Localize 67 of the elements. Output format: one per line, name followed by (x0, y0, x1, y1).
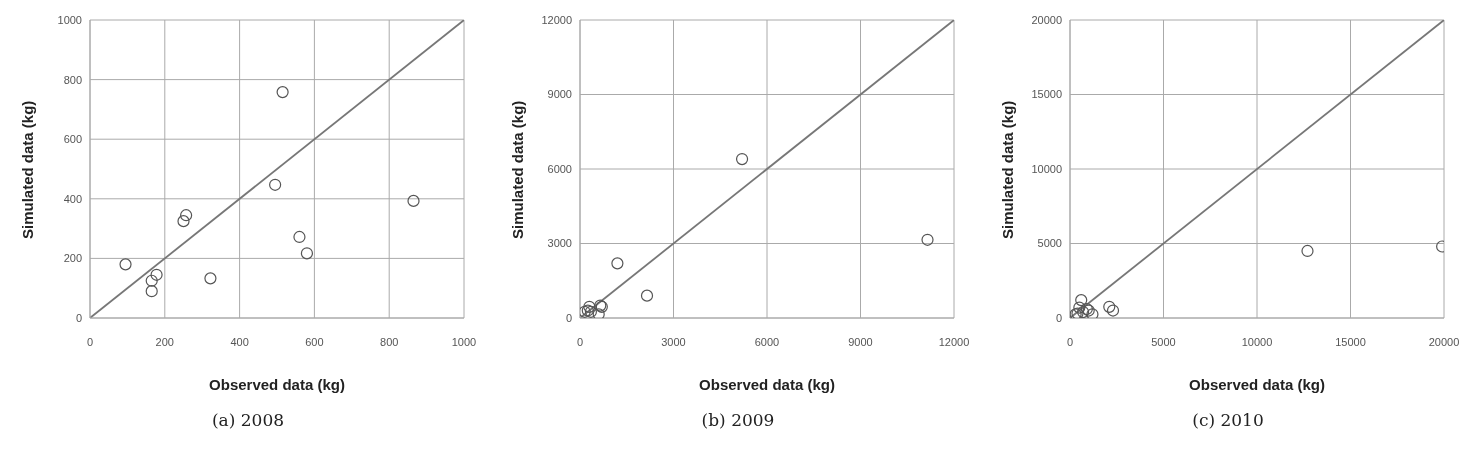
y-axis-title: Simulated data (kg) (509, 100, 527, 239)
x-axis-title: Observed data (kg) (1189, 376, 1325, 393)
x-tick-label: 0 (576, 335, 584, 348)
y-tick-label: 5000 (1037, 237, 1062, 250)
point (300, 247, 314, 260)
y-tick-label: 800 (63, 73, 82, 86)
point (583, 300, 596, 313)
point (276, 86, 289, 99)
y-tick-label: 400 (63, 192, 82, 205)
text: (b) 2009 (700, 410, 776, 430)
point (293, 230, 306, 244)
point (1073, 301, 1086, 314)
y-tick-label: 0 (75, 311, 82, 324)
point (1106, 304, 1120, 317)
point (611, 257, 624, 270)
x-tick-label: 600 (305, 335, 324, 348)
y-tick-label: 600 (63, 133, 82, 146)
x-tick-label: 20000 (1428, 335, 1460, 348)
text: (a) 2008 (210, 410, 286, 430)
point (921, 233, 934, 246)
point (640, 289, 654, 302)
y-tick-label: 0 (565, 311, 572, 324)
y-tick-label: 12000 (541, 13, 572, 26)
y-tick-label: 200 (63, 252, 82, 265)
point (1076, 305, 1090, 318)
point (145, 274, 158, 287)
x-tick-label: 10000 (1241, 335, 1273, 348)
y-axis-title: Simulated data (kg) (999, 100, 1017, 239)
x-tick-label: 9000 (848, 335, 873, 348)
y-tick-label: 3000 (547, 237, 572, 250)
y-axis-title: Simulated data (kg) (19, 100, 37, 239)
y-tick-label: 1000 (57, 13, 82, 26)
point (735, 152, 749, 166)
point (269, 178, 282, 191)
point (145, 285, 158, 298)
y-tick-label: 6000 (547, 162, 572, 175)
y-tick-label: 0 (1055, 311, 1062, 324)
x-tick-label: 1000 (451, 335, 477, 348)
x-axis-title: Observed data (kg) (209, 376, 345, 393)
point (1075, 294, 1088, 307)
x-tick-label: 0 (1066, 335, 1074, 348)
x-tick-label: 400 (230, 335, 249, 348)
point (177, 215, 190, 228)
point (180, 209, 193, 222)
point (1086, 308, 1099, 318)
y-tick-label: 20000 (1031, 13, 1062, 26)
point (1103, 300, 1116, 313)
text: (c) 2010 (1191, 410, 1265, 430)
point (150, 268, 163, 281)
x-tick-label: 15000 (1335, 335, 1366, 348)
x-tick-label: 12000 (938, 335, 970, 348)
y-tick-label: 15000 (1031, 88, 1062, 101)
x-tick-label: 200 (155, 335, 174, 348)
x-tick-label: 0 (86, 335, 94, 348)
point (407, 194, 420, 207)
x-axis-title: Observed data (kg) (699, 376, 835, 393)
point (584, 305, 598, 318)
x-tick-label: 5000 (1151, 335, 1176, 348)
y-tick-label: 9000 (547, 88, 572, 101)
point (204, 272, 217, 285)
point (1301, 244, 1314, 258)
x-tick-label: 800 (380, 335, 399, 348)
x-tick-label: 6000 (754, 335, 780, 348)
point (119, 258, 132, 271)
x-tick-label: 3000 (661, 335, 686, 348)
y-tick-label: 10000 (1031, 162, 1062, 175)
point (592, 308, 605, 318)
